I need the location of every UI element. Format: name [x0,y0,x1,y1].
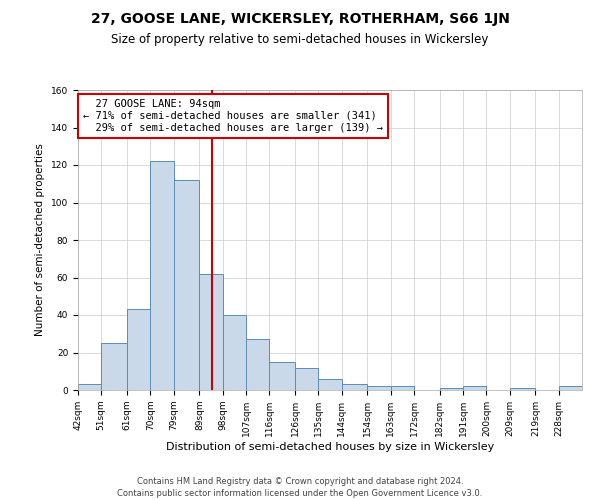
Bar [341,384,367,390]
Bar [223,315,246,390]
Bar [101,343,127,390]
Text: 27 GOOSE LANE: 94sqm
← 71% of semi-detached houses are smaller (341)
  29% of se: 27 GOOSE LANE: 94sqm ← 71% of semi-detac… [83,100,383,132]
Bar [440,388,463,390]
Bar [295,368,319,390]
Bar [246,340,269,390]
Bar [151,161,173,390]
X-axis label: Distribution of semi-detached houses by size in Wickersley: Distribution of semi-detached houses by … [166,442,494,452]
Bar [173,180,199,390]
Y-axis label: Number of semi-detached properties: Number of semi-detached properties [35,144,46,336]
Bar [127,310,151,390]
Bar [78,384,101,390]
Bar [391,386,414,390]
Text: Size of property relative to semi-detached houses in Wickersley: Size of property relative to semi-detach… [112,32,488,46]
Bar [509,388,535,390]
Bar [269,362,295,390]
Bar [367,386,391,390]
Bar [559,386,582,390]
Bar [319,379,341,390]
Bar [199,274,223,390]
Text: 27, GOOSE LANE, WICKERSLEY, ROTHERHAM, S66 1JN: 27, GOOSE LANE, WICKERSLEY, ROTHERHAM, S… [91,12,509,26]
Text: Contains HM Land Registry data © Crown copyright and database right 2024.
Contai: Contains HM Land Registry data © Crown c… [118,476,482,498]
Bar [463,386,487,390]
